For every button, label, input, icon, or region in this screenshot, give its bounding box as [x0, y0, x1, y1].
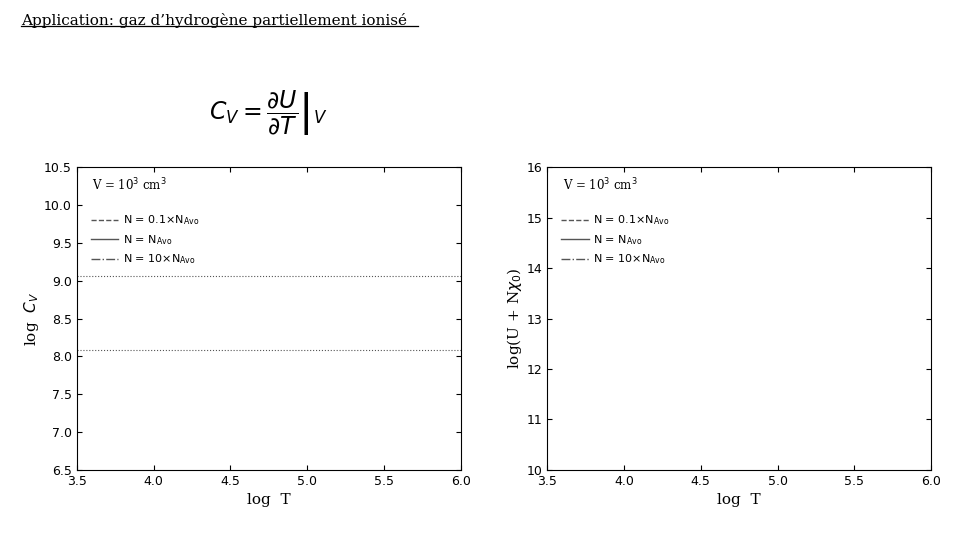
- Text: V = 10$^3$ cm$^3$: V = 10$^3$ cm$^3$: [92, 177, 167, 193]
- X-axis label: log  T: log T: [247, 493, 291, 507]
- Text: V = 10$^3$ cm$^3$: V = 10$^3$ cm$^3$: [563, 177, 637, 193]
- Legend: N = 0.1×N$_{\rm Avo}$, N = N$_{\rm Avo}$, N = 10×N$_{\rm Avo}$: N = 0.1×N$_{\rm Avo}$, N = N$_{\rm Avo}$…: [86, 209, 204, 271]
- Text: Application: gaz d’hydrogène partiellement ionisé: Application: gaz d’hydrogène partielleme…: [21, 14, 407, 29]
- Y-axis label: log  $C_V$: log $C_V$: [22, 292, 41, 346]
- Text: $C_V = \left.\dfrac{\partial U}{\partial T}\right|_V$: $C_V = \left.\dfrac{\partial U}{\partial…: [209, 89, 328, 138]
- X-axis label: log  T: log T: [717, 493, 761, 507]
- Y-axis label: log(U + N$\chi_0$): log(U + N$\chi_0$): [505, 268, 524, 369]
- Legend: N = 0.1×N$_{\rm Avo}$, N = N$_{\rm Avo}$, N = 10×N$_{\rm Avo}$: N = 0.1×N$_{\rm Avo}$, N = N$_{\rm Avo}$…: [557, 209, 674, 271]
